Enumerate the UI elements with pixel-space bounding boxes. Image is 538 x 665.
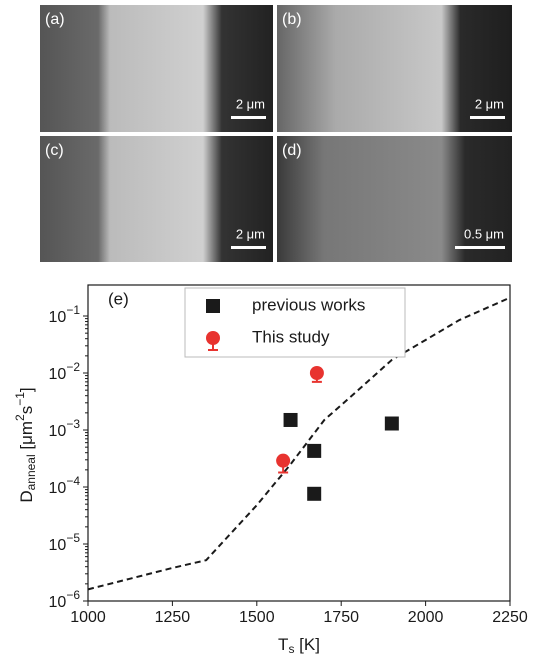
y-label-part: s bbox=[17, 406, 36, 415]
x-tick-label: 2250 bbox=[492, 609, 528, 626]
scale-bar-label: 2 μm bbox=[236, 96, 265, 111]
y-tick-power: −5 bbox=[66, 531, 80, 545]
square-marker bbox=[206, 299, 220, 313]
x-tick-label: 1750 bbox=[323, 609, 359, 626]
y-tick-power: −4 bbox=[66, 474, 80, 488]
x-label-unit: [K] bbox=[294, 635, 320, 654]
panel-label: (b) bbox=[282, 11, 302, 28]
y-label-part: D bbox=[17, 490, 36, 502]
y-label-part: ] bbox=[17, 387, 36, 392]
sem-image bbox=[40, 136, 273, 262]
x-tick-label: 2000 bbox=[408, 609, 444, 626]
x-tick-label: 1500 bbox=[239, 609, 275, 626]
sem-image bbox=[40, 5, 273, 132]
x-label-main: T bbox=[278, 635, 288, 654]
y-tick-base: 10 bbox=[49, 480, 67, 497]
circle-marker bbox=[310, 366, 324, 380]
circle-marker bbox=[276, 454, 290, 468]
y-label-part: [μm bbox=[17, 421, 36, 454]
x-tick-label: 1250 bbox=[155, 609, 191, 626]
square-marker bbox=[284, 413, 298, 427]
circle-marker bbox=[206, 331, 220, 345]
legend-label: This study bbox=[252, 327, 330, 346]
y-tick-power: −6 bbox=[66, 588, 80, 602]
y-tick-label: 10−2 bbox=[49, 360, 81, 383]
square-marker bbox=[385, 417, 399, 431]
scale-bar-label: 0.5 μm bbox=[464, 226, 504, 241]
y-tick-base: 10 bbox=[49, 366, 67, 383]
y-tick-label: 10−5 bbox=[49, 531, 81, 554]
y-tick-base: 10 bbox=[49, 423, 67, 440]
y-label-part: −1 bbox=[13, 392, 27, 406]
panel-label: (c) bbox=[45, 142, 64, 159]
y-tick-power: −1 bbox=[66, 303, 80, 317]
scale-bar-label: 2 μm bbox=[475, 96, 504, 111]
y-tick-power: −3 bbox=[66, 417, 80, 431]
sem-image bbox=[277, 136, 512, 262]
y-tick-base: 10 bbox=[49, 309, 67, 326]
scale-bar bbox=[470, 116, 505, 119]
y-tick-power: −2 bbox=[66, 360, 80, 374]
y-tick-label: 10−6 bbox=[49, 588, 81, 611]
scale-bar bbox=[231, 116, 266, 119]
y-tick-base: 10 bbox=[49, 537, 67, 554]
y-tick-label: 10−3 bbox=[49, 417, 81, 440]
x-tick-label: 1000 bbox=[70, 609, 106, 626]
panel-label: (e) bbox=[108, 289, 129, 308]
y-tick-label: 10−4 bbox=[49, 474, 81, 497]
scale-bar bbox=[231, 246, 266, 249]
scale-bar-label: 2 μm bbox=[236, 226, 265, 241]
y-tick-base: 10 bbox=[49, 594, 67, 611]
y-axis-label: Danneal [μm2s−1] bbox=[13, 387, 38, 502]
square-marker bbox=[307, 444, 321, 458]
y-tick-label: 10−1 bbox=[49, 303, 81, 326]
panel-label: (d) bbox=[282, 142, 302, 159]
x-axis-label: Ts [K] bbox=[278, 635, 320, 656]
panel-label: (a) bbox=[45, 11, 65, 28]
y-label-part: anneal bbox=[24, 454, 38, 490]
square-marker bbox=[307, 487, 321, 501]
legend-label: previous works bbox=[252, 295, 365, 314]
image-panels: (a) 2 μm (b) 2 μm (c) 2 μm (d) 0.5 μm bbox=[40, 5, 512, 262]
sem-image bbox=[277, 5, 512, 132]
scale-bar bbox=[455, 246, 505, 249]
figure: (a) 2 μm (b) 2 μm (c) 2 μm (d) 0.5 μm 1000 1250 1… bbox=[0, 0, 538, 660]
